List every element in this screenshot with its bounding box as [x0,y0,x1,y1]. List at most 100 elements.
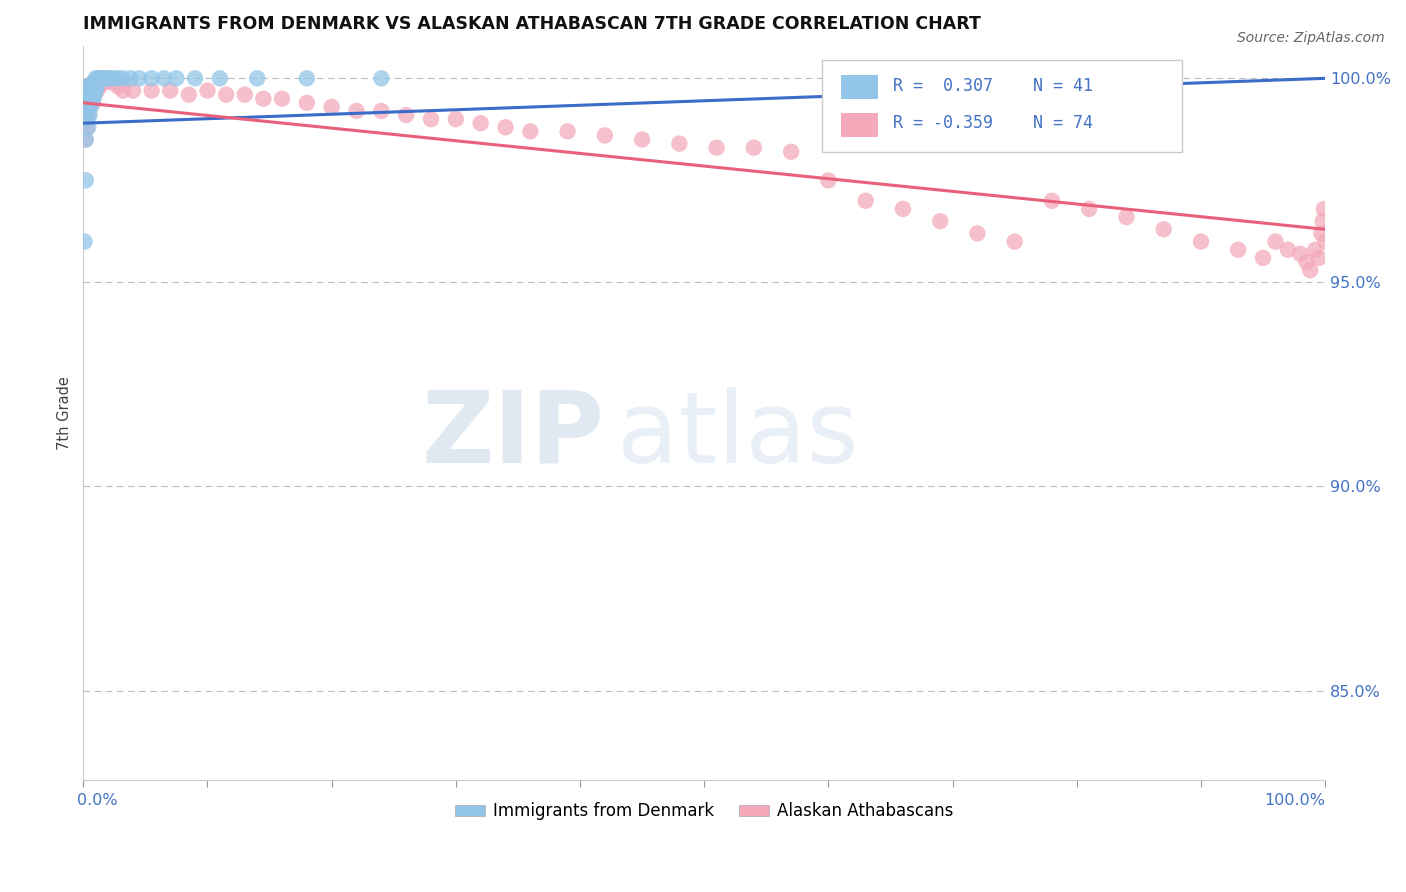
Point [631,132,654,146]
Point [208,71,231,86]
Point [86,84,108,98]
Point [1153,222,1175,236]
Point [1313,235,1336,249]
Point [668,136,690,151]
Text: 0.0%: 0.0% [77,793,118,807]
Point [75,173,97,187]
Point [84,71,107,86]
Point [1040,194,1063,208]
Text: R = -0.359    N = 74: R = -0.359 N = 74 [893,114,1092,132]
Point [87,71,110,86]
Point [817,173,839,187]
Point [76,120,98,135]
Point [107,79,129,94]
Point [82,75,104,89]
Point [1312,214,1334,228]
Point [76,92,98,106]
Point [82,92,104,106]
Point [80,84,103,98]
Point [112,71,135,86]
Point [370,71,392,86]
Point [77,120,100,135]
Point [122,84,145,98]
Point [706,141,728,155]
Point [77,103,100,118]
Point [76,112,98,127]
Point [177,87,200,102]
Point [346,103,368,118]
Point [89,79,111,94]
Point [593,128,616,143]
Point [1313,202,1336,216]
Point [93,75,115,89]
Point [80,79,103,94]
Point [295,71,318,86]
Point [153,71,176,86]
Point [1308,251,1330,265]
Point [1277,243,1299,257]
Point [1299,263,1322,277]
Point [80,92,103,106]
Point [470,116,492,130]
Point [84,75,107,89]
Point [1004,235,1026,249]
Point [444,112,467,127]
Point [197,84,219,98]
Point [76,79,98,94]
Point [780,145,803,159]
Point [495,120,517,135]
Text: atlas: atlas [617,386,859,483]
Point [1227,243,1250,257]
Point [79,79,101,94]
Point [76,92,98,106]
Point [79,108,101,122]
Point [929,214,952,228]
Point [77,84,100,98]
Point [84,84,107,98]
Point [101,75,124,89]
Point [89,71,111,86]
Point [742,141,765,155]
Point [86,79,108,94]
Bar [841,113,879,137]
Point [891,202,914,216]
Point [77,108,100,122]
Point [246,71,269,86]
Point [395,108,418,122]
Point [112,84,135,98]
Point [519,124,541,138]
Point [1189,235,1212,249]
Point [141,71,163,86]
Point [295,95,318,110]
Point [97,71,120,86]
Point [1078,202,1101,216]
Point [103,71,125,86]
Point [90,71,112,86]
Point [252,92,274,106]
Text: R =  0.307    N = 41: R = 0.307 N = 41 [893,78,1092,95]
Point [82,95,104,110]
Point [75,132,97,146]
Point [97,71,120,86]
Point [159,84,181,98]
Point [1289,247,1312,261]
Point [73,112,96,127]
Point [321,100,343,114]
Point [855,194,877,208]
Point [1251,251,1274,265]
Point [966,227,988,241]
Point [141,84,163,98]
Point [184,71,207,86]
Text: 100.0%: 100.0% [1264,793,1324,807]
Text: ZIP: ZIP [422,386,605,483]
Point [83,87,105,102]
Point [271,92,294,106]
Point [75,132,97,146]
Point [1310,227,1333,241]
Point [420,112,443,127]
Point [80,95,103,110]
Point [77,87,100,102]
Point [1303,243,1326,257]
Y-axis label: 7th Grade: 7th Grade [58,376,72,450]
Point [100,71,122,86]
